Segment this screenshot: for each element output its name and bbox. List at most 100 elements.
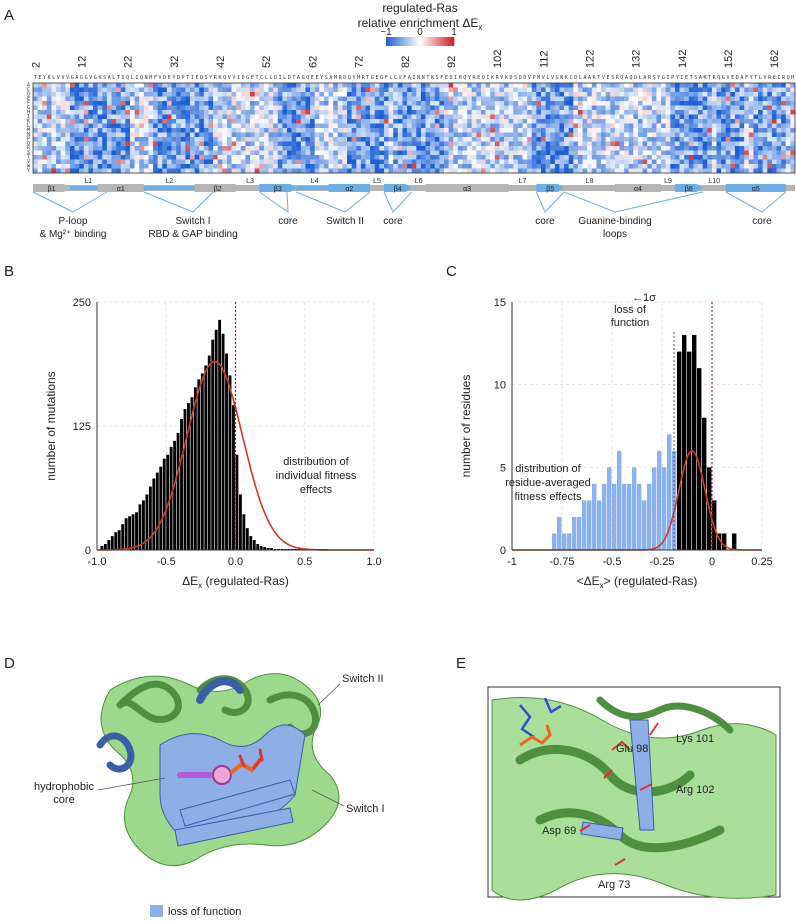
histogram-bar bbox=[135, 512, 138, 550]
heatmap-cell bbox=[467, 87, 472, 93]
heatmap-cell bbox=[420, 164, 426, 169]
heatmap-cell bbox=[88, 105, 94, 111]
heatmap-cell bbox=[587, 141, 592, 147]
heatmap-cell bbox=[143, 128, 149, 133]
heatmap-cell bbox=[517, 96, 523, 102]
heatmap-cell bbox=[42, 92, 48, 97]
heatmap-cell bbox=[781, 92, 786, 97]
heatmap-cell bbox=[637, 150, 643, 156]
heatmap-cell bbox=[721, 114, 726, 120]
heatmap-cell bbox=[688, 132, 694, 138]
heatmap-cell bbox=[637, 128, 643, 133]
heatmap-cell bbox=[254, 92, 260, 97]
heatmap-cell bbox=[393, 128, 399, 133]
heatmap-cell bbox=[143, 155, 149, 160]
heatmap-cell bbox=[42, 105, 48, 111]
colorbar-cell bbox=[444, 37, 447, 46]
heatmap-cell bbox=[254, 132, 260, 138]
heatmap-cell bbox=[125, 105, 131, 111]
heatmap-cell bbox=[79, 159, 84, 165]
heatmap-cell bbox=[263, 164, 269, 169]
heatmap-cell bbox=[550, 110, 556, 115]
heatmap-cell bbox=[748, 101, 754, 106]
heatmap-cell bbox=[545, 132, 551, 138]
heatmap-cell bbox=[711, 132, 717, 138]
heatmap-cell bbox=[744, 105, 750, 111]
sequence-letter: L bbox=[265, 75, 268, 81]
heatmap-cell bbox=[185, 123, 191, 129]
sequence-letter: T bbox=[34, 75, 37, 81]
colorbar-tick: −1 bbox=[380, 27, 392, 38]
heatmap-cell bbox=[568, 128, 574, 133]
heatmap-cell bbox=[536, 101, 542, 106]
sequence-letter: G bbox=[371, 75, 374, 81]
heatmap-cell bbox=[416, 150, 422, 156]
heatmap-cell bbox=[370, 164, 375, 169]
heatmap-cell bbox=[448, 87, 454, 93]
heatmap-cell bbox=[166, 114, 172, 120]
heatmap-cell bbox=[310, 155, 315, 160]
heatmap-cell bbox=[679, 101, 685, 106]
heatmap-cell bbox=[790, 83, 796, 88]
heatmap-cell bbox=[69, 146, 75, 151]
heatmap-cell bbox=[601, 92, 606, 97]
heatmap-cell bbox=[365, 137, 371, 142]
heatmap-cell bbox=[374, 110, 380, 115]
heatmap-cell bbox=[457, 119, 463, 124]
heatmap-cell bbox=[596, 128, 602, 133]
heatmap-cell bbox=[79, 128, 84, 133]
heatmap-cell bbox=[245, 159, 251, 165]
histogram-bar bbox=[632, 467, 637, 550]
heatmap-cell bbox=[393, 92, 399, 97]
heatmap-cell bbox=[633, 137, 639, 142]
heatmap-cell bbox=[485, 92, 491, 97]
heatmap-cell bbox=[730, 164, 736, 169]
heatmap-cell bbox=[347, 155, 352, 160]
heatmap-cell bbox=[351, 114, 357, 120]
heatmap-cell bbox=[619, 128, 625, 133]
sequence-letter: E bbox=[445, 75, 448, 81]
heatmap-cell bbox=[111, 128, 117, 133]
heatmap-cell bbox=[734, 128, 740, 133]
heatmap-cell bbox=[444, 164, 449, 169]
sequence-letter: T bbox=[292, 75, 295, 81]
heatmap-cell bbox=[236, 128, 242, 133]
heatmap-cell bbox=[624, 150, 629, 156]
position-label: 102 bbox=[492, 50, 504, 68]
heatmap-cell bbox=[222, 150, 228, 156]
heatmap-cell bbox=[328, 146, 334, 151]
heatmap-cell bbox=[143, 137, 149, 142]
heatmap-cell bbox=[240, 101, 246, 106]
heatmap-cell bbox=[471, 114, 477, 120]
heatmap-cell bbox=[744, 159, 750, 165]
heatmap-cell bbox=[591, 110, 597, 115]
heatmap-cell bbox=[688, 87, 694, 93]
heatmap-cell bbox=[134, 123, 140, 129]
heatmap-cell bbox=[748, 87, 754, 93]
heatmap-cell bbox=[194, 150, 200, 156]
heatmap-title-sub: x bbox=[478, 23, 482, 32]
heatmap-cell bbox=[767, 114, 773, 120]
heatmap-cell bbox=[213, 168, 218, 174]
heatmap-cell bbox=[259, 141, 265, 147]
heatmap-cell bbox=[628, 92, 634, 97]
heatmap-cell bbox=[185, 168, 191, 174]
heatmap-cell bbox=[684, 119, 689, 124]
heatmap-cell bbox=[287, 146, 292, 151]
heatmap-cell bbox=[153, 132, 158, 138]
heatmap-cell bbox=[129, 146, 135, 151]
heatmap-cell bbox=[642, 146, 648, 151]
heatmap-cell bbox=[531, 137, 537, 142]
heatmap-cell bbox=[65, 141, 71, 147]
heatmap-cell bbox=[517, 114, 523, 120]
heatmap-cell bbox=[374, 159, 380, 165]
heatmap-cell bbox=[725, 168, 731, 174]
heatmap-cell bbox=[628, 137, 634, 142]
heatmap-cell bbox=[319, 159, 325, 165]
heatmap-cell bbox=[65, 146, 71, 151]
heatmap-cell bbox=[416, 155, 422, 160]
heatmap-cell bbox=[531, 87, 537, 93]
heatmap-cell bbox=[716, 155, 722, 160]
heatmap-cell bbox=[457, 105, 463, 111]
heatmap-cell bbox=[111, 119, 117, 124]
